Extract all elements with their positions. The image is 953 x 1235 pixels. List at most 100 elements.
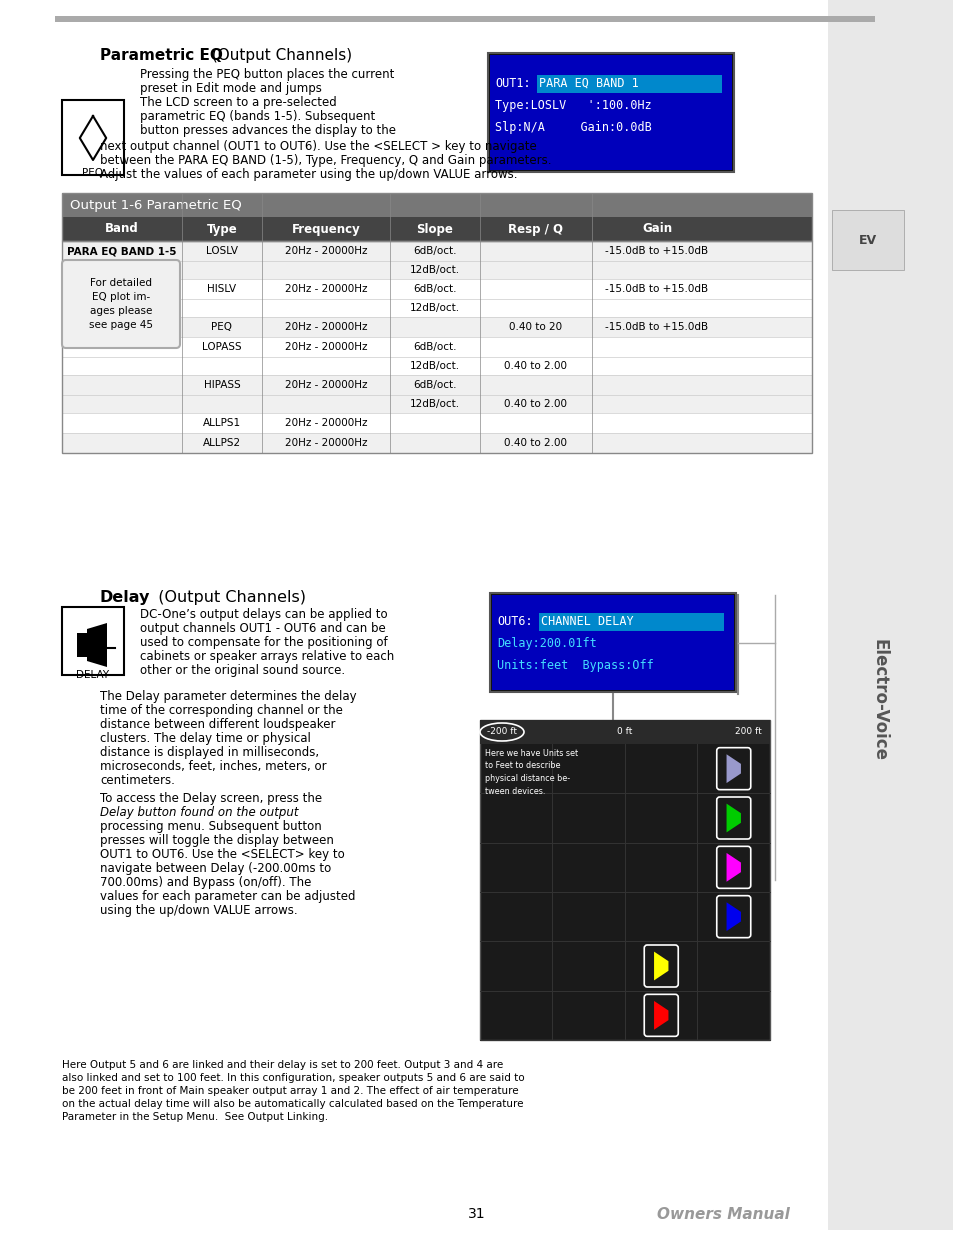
Bar [77,634,87,657]
Polygon shape [726,853,740,882]
Text: Pressing the PEQ button places the current: Pressing the PEQ button places the curre… [140,68,394,82]
Text: Here Output 5 and 6 are linked and their delay is set to 200 feet. Output 3 and : Here Output 5 and 6 are linked and their… [62,1060,503,1070]
Text: Delay: Delay [100,590,151,605]
Text: Resp / Q: Resp / Q [508,222,563,236]
Bar [62,317,811,337]
Text: ALLPS1: ALLPS1 [203,417,241,429]
Text: OUT1 to OUT6. Use the <SELECT> key to: OUT1 to OUT6. Use the <SELECT> key to [100,848,344,861]
Text: DELAY: DELAY [76,671,110,680]
Text: 0.40 to 20: 0.40 to 20 [509,322,562,332]
Text: OUT6:: OUT6: [497,615,532,629]
Bar [488,53,733,172]
Text: used to compensate for the positioning of: used to compensate for the positioning o… [140,636,387,650]
Polygon shape [726,903,740,931]
Bar [62,279,811,299]
Text: 0.40 to 2.00: 0.40 to 2.00 [504,399,567,409]
Polygon shape [654,952,668,981]
Text: Parametric EQ: Parametric EQ [100,48,223,63]
Text: EV: EV [858,233,876,247]
Text: presses will toggle the display between: presses will toggle the display between [100,834,334,847]
Text: 700.00ms) and Bypass (on/off). The: 700.00ms) and Bypass (on/off). The [100,876,311,889]
Text: 6dB/oct.: 6dB/oct. [413,246,456,256]
Text: 20Hz - 20000Hz: 20Hz - 20000Hz [284,284,367,294]
Text: 12dB/oct.: 12dB/oct. [410,361,459,370]
Bar [62,261,811,279]
Text: preset in Edit mode and jumps: preset in Edit mode and jumps [140,82,321,95]
Text: 31: 31 [468,1207,485,1221]
Text: clusters. The delay time or physical: clusters. The delay time or physical [100,732,311,745]
Text: navigate between Delay (-200.00ms to: navigate between Delay (-200.00ms to [100,862,331,876]
Text: PARA EQ BAND 1-5: PARA EQ BAND 1-5 [67,246,176,256]
Text: (Output Channels): (Output Channels) [148,590,306,605]
Text: Type: Type [207,222,237,236]
Bar [62,357,811,375]
Text: parametric EQ (bands 1-5). Subsequent: parametric EQ (bands 1-5). Subsequent [140,110,375,124]
Text: distance is displayed in milliseconds,: distance is displayed in milliseconds, [100,746,319,760]
Text: Here we have Units set
to Feet to describe
physical distance be-
tween devices.: Here we have Units set to Feet to descri… [484,748,578,795]
Bar [62,375,811,395]
Polygon shape [726,755,740,783]
Bar [62,395,811,412]
Text: -200 ft: -200 ft [486,727,517,736]
Text: The LCD screen to a pre-selected: The LCD screen to a pre-selected [140,96,336,109]
Bar [62,241,811,261]
Text: also linked and set to 100 feet. In this configuration, speaker outputs 5 and 6 : also linked and set to 100 feet. In this… [62,1073,524,1083]
Text: button presses advances the display to the: button presses advances the display to t… [140,124,395,137]
Bar [62,217,811,241]
Text: OUT1:: OUT1: [495,77,530,90]
Polygon shape [654,1000,668,1030]
Text: 0.40 to 2.00: 0.40 to 2.00 [504,438,567,448]
Bar [479,720,769,743]
Text: -15.0dB to +15.0dB: -15.0dB to +15.0dB [605,246,708,256]
Text: -15.0dB to +15.0dB: -15.0dB to +15.0dB [605,284,708,294]
Text: Gain: Gain [641,222,671,236]
Bar [62,337,811,357]
Text: To access the Delay screen, press the: To access the Delay screen, press the [100,792,322,805]
Text: 12dB/oct.: 12dB/oct. [410,303,459,312]
Text: -15.0dB to +15.0dB: -15.0dB to +15.0dB [605,322,708,332]
Text: The Delay parameter determines the delay: The Delay parameter determines the delay [100,690,356,703]
Polygon shape [726,804,740,832]
Text: cabinets or speaker arrays relative to each: cabinets or speaker arrays relative to e… [140,650,394,663]
Bar [62,606,124,676]
Bar [62,100,124,175]
Text: PEQ: PEQ [212,322,233,332]
Bar [479,720,769,1040]
Text: output channels OUT1 - OUT6 and can be: output channels OUT1 - OUT6 and can be [140,622,385,635]
Text: 0.40 to 2.00: 0.40 to 2.00 [504,361,567,370]
Text: other or the original sound source.: other or the original sound source. [140,664,345,677]
Text: Frequency: Frequency [292,222,360,236]
Text: PEQ: PEQ [82,168,103,178]
Bar [55,16,874,22]
Text: LOSLV: LOSLV [206,246,237,256]
Bar [62,193,811,241]
Text: Owners Manual: Owners Manual [657,1207,789,1221]
Text: Slope: Slope [416,222,453,236]
Text: Adjust the values of each parameter using the up/down VALUE arrows.: Adjust the values of each parameter usin… [100,168,517,182]
Text: Parameter in the Setup Menu.  See Output Linking.: Parameter in the Setup Menu. See Output … [62,1112,328,1123]
Text: 12dB/oct.: 12dB/oct. [410,266,459,275]
Text: be 200 feet in front of Main speaker output array 1 and 2. The effect of air tem: be 200 feet in front of Main speaker out… [62,1086,518,1095]
Text: 6dB/oct.: 6dB/oct. [413,380,456,390]
Text: HISLV: HISLV [207,284,236,294]
Text: DC-One’s output delays can be applied to: DC-One’s output delays can be applied to [140,608,387,621]
Bar [62,412,811,433]
Text: distance between different loudspeaker: distance between different loudspeaker [100,718,335,731]
Text: Delay:200.01ft: Delay:200.01ft [497,637,597,650]
Text: centimeters.: centimeters. [100,774,174,787]
Text: values for each parameter can be adjusted: values for each parameter can be adjuste… [100,890,355,903]
Bar [831,210,903,270]
Text: 20Hz - 20000Hz: 20Hz - 20000Hz [284,438,367,448]
Text: next output channel (OUT1 to OUT6). Use the <SELECT > key to navigate: next output channel (OUT1 to OUT6). Use … [100,140,537,153]
Text: 0 ft: 0 ft [617,727,632,736]
Text: 6dB/oct.: 6dB/oct. [413,284,456,294]
Bar [62,433,811,453]
Text: 20Hz - 20000Hz: 20Hz - 20000Hz [284,342,367,352]
Text: Band: Band [105,222,139,236]
Text: ALLPS2: ALLPS2 [203,438,241,448]
Text: microseconds, feet, inches, meters, or: microseconds, feet, inches, meters, or [100,760,326,773]
Text: Slp:N/A     Gain:0.0dB: Slp:N/A Gain:0.0dB [495,121,651,135]
Text: processing menu. Subsequent button: processing menu. Subsequent button [100,820,321,832]
Bar [537,75,721,93]
Bar [62,299,811,317]
